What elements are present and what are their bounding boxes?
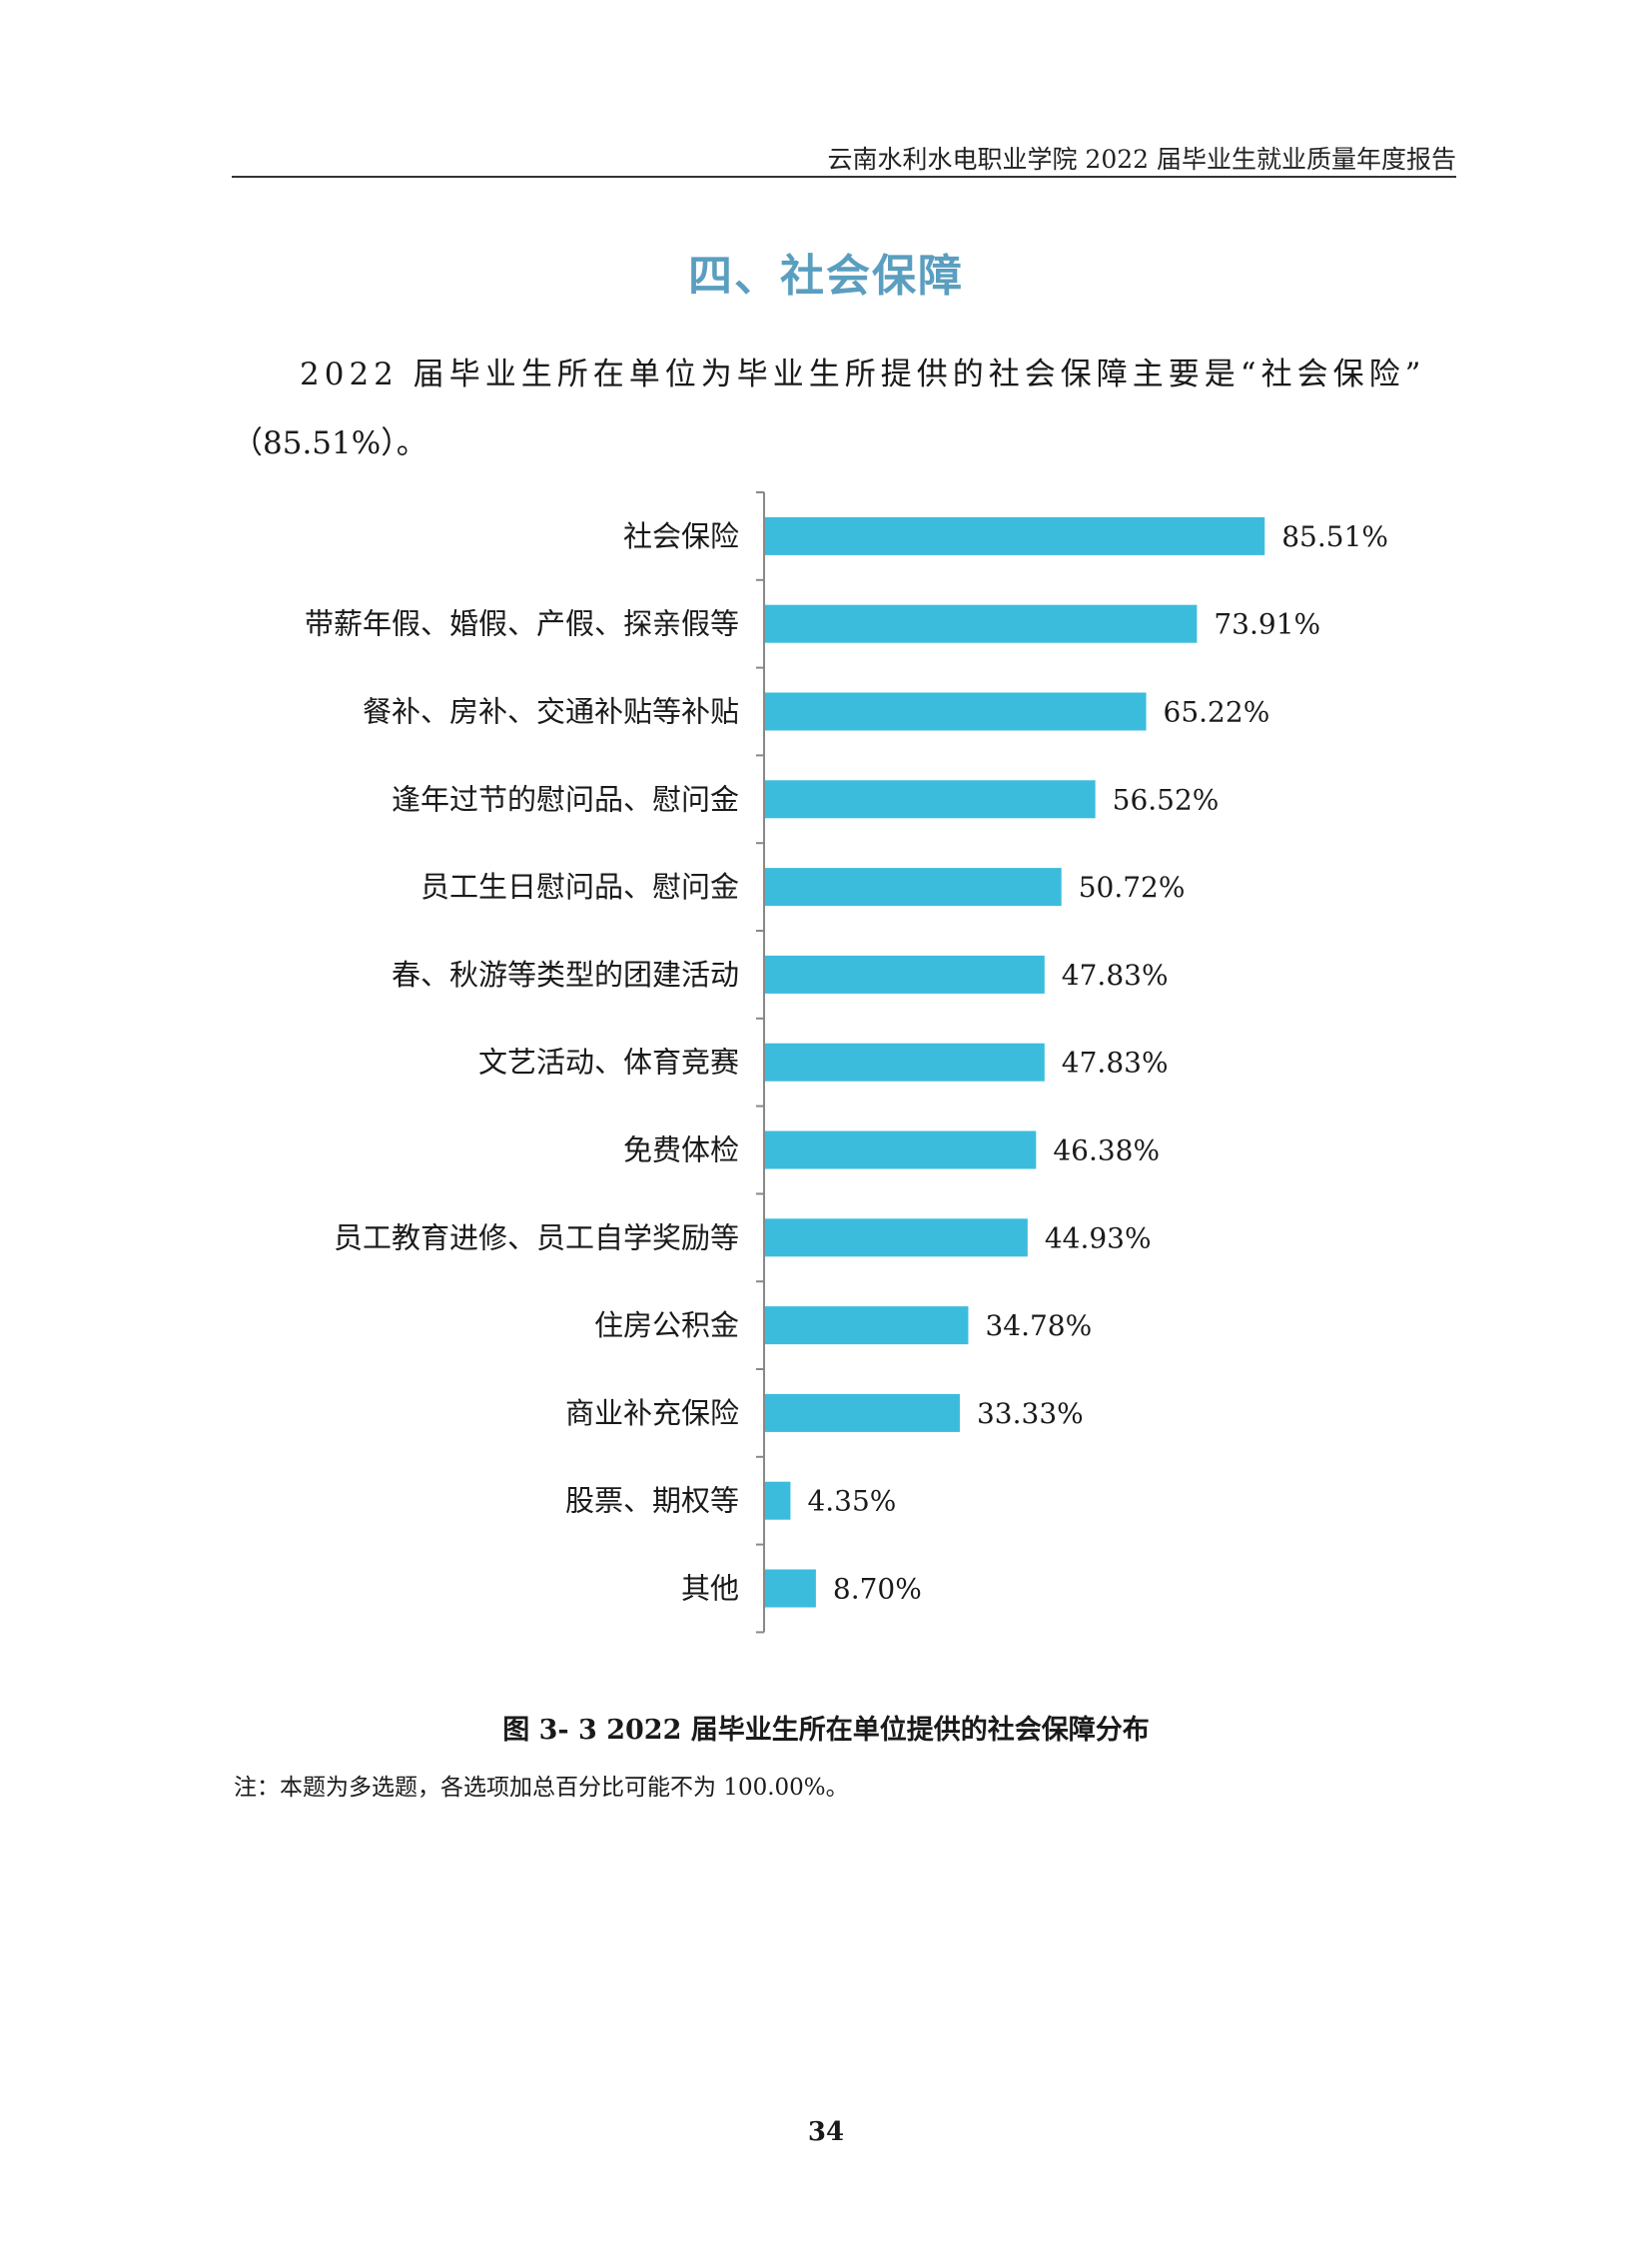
value-label: 47.83% — [1062, 959, 1169, 992]
category-label: 员工教育进修、员工自学奖励等 — [334, 1220, 739, 1254]
value-label: 4.35% — [807, 1485, 896, 1518]
category-label: 春、秋游等类型的团建活动 — [392, 958, 739, 992]
bar — [765, 1306, 969, 1345]
category-label: 股票、期权等 — [565, 1484, 739, 1518]
category-label: 餐补、房补、交通补贴等补贴 — [363, 695, 739, 729]
value-label: 44.93% — [1045, 1221, 1152, 1254]
bar — [765, 1218, 1028, 1257]
category-label: 员工生日慰问品、慰问金 — [420, 870, 739, 904]
bar — [765, 604, 1198, 643]
category-label: 文艺活动、体育竞赛 — [478, 1046, 739, 1080]
category-label: 免费体检 — [623, 1133, 739, 1167]
bar — [765, 1130, 1037, 1169]
value-label: 34.78% — [985, 1309, 1092, 1342]
paragraph-line-1: 2022 届毕业生所在单位为毕业生所提供的社会保障主要是“社会保险” — [300, 357, 1426, 392]
value-label: 8.70% — [833, 1573, 922, 1606]
bar — [765, 868, 1062, 907]
category-label: 商业补充保险 — [565, 1396, 739, 1430]
value-label: 73.91% — [1214, 608, 1320, 641]
figure-caption: 图 3- 3 2022 届毕业生所在单位提供的社会保障分布 — [502, 1715, 1150, 1746]
paragraph-line-2: （85.51%）。 — [232, 425, 427, 461]
category-label: 住房公积金 — [594, 1308, 739, 1342]
bar — [765, 692, 1147, 731]
category-label: 带薪年假、婚假、产假、探亲假等 — [305, 607, 739, 641]
bar — [765, 780, 1096, 819]
value-label: 56.52% — [1113, 783, 1220, 816]
value-label: 65.22% — [1164, 696, 1270, 729]
bar — [765, 1393, 960, 1432]
value-label: 85.51% — [1281, 520, 1388, 553]
category-label: 逢年过节的慰问品、慰问金 — [392, 782, 739, 816]
social-security-bar-chart: 社会保险 85.51% 带薪年假、婚假、产假、探亲假等 73.91% 餐补、房补、交通补… — [305, 491, 1388, 1634]
page-number: 34 — [807, 2117, 845, 2147]
value-label: 46.38% — [1053, 1134, 1160, 1167]
value-label: 47.83% — [1062, 1047, 1169, 1080]
category-label: 其他 — [681, 1572, 739, 1606]
value-label: 50.72% — [1079, 871, 1186, 904]
bar — [765, 1569, 816, 1608]
section-title: 四、社会保障 — [688, 251, 964, 302]
bar — [765, 1481, 791, 1520]
bar — [765, 1043, 1045, 1082]
category-label: 社会保险 — [623, 519, 739, 553]
value-label: 33.33% — [977, 1397, 1084, 1430]
running-header: 云南水利水电职业学院 2022 届毕业生就业质量年度报告 — [827, 145, 1456, 174]
bar — [765, 516, 1265, 555]
header-divider — [232, 176, 1456, 178]
figure-note: 注：本题为多选题，各选项加总百分比可能不为 100.00%。 — [234, 1775, 849, 1801]
bar — [765, 955, 1045, 994]
